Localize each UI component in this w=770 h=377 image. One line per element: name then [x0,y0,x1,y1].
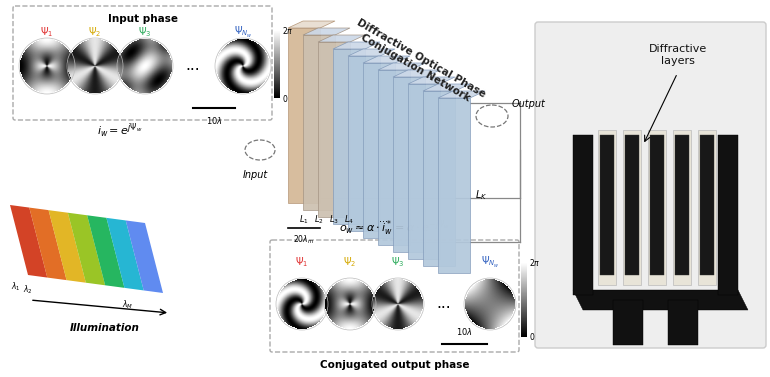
Polygon shape [423,84,470,91]
Text: Input: Input [243,170,268,180]
Polygon shape [303,35,335,210]
Polygon shape [10,205,47,277]
Polygon shape [438,98,470,273]
Polygon shape [408,84,440,259]
Text: $\Psi_3$: $\Psi_3$ [139,25,152,39]
Text: $o_w \approx \alpha \cdot i_w^* = \alpha \cdot e^{-j\Psi_w}$: $o_w \approx \alpha \cdot i_w^* = \alpha… [339,218,450,238]
Polygon shape [68,213,105,285]
Text: $L_2$: $L_2$ [314,214,324,227]
Polygon shape [106,218,144,290]
Polygon shape [49,210,86,283]
Text: $\lambda_2$: $\lambda_2$ [23,284,33,296]
Polygon shape [393,70,440,77]
Polygon shape [393,77,425,252]
Polygon shape [363,63,395,238]
Polygon shape [650,135,664,275]
Text: $20\lambda_m$: $20\lambda_m$ [293,234,314,247]
Polygon shape [126,221,163,293]
Text: $\Psi_3$: $\Psi_3$ [391,255,405,269]
Polygon shape [623,130,641,285]
Text: $L_1$: $L_1$ [299,214,309,227]
Polygon shape [698,130,716,285]
Polygon shape [303,28,350,35]
Polygon shape [423,91,455,266]
Text: Illumination: Illumination [70,323,140,333]
Text: Output: Output [512,99,546,109]
FancyBboxPatch shape [270,240,519,352]
Text: Diffractive
layers: Diffractive layers [648,44,707,66]
Polygon shape [408,77,455,84]
Polygon shape [378,70,410,245]
Polygon shape [673,130,691,285]
Text: $\lambda_1$: $\lambda_1$ [11,281,21,293]
Text: $\Psi_{N_w}$: $\Psi_{N_w}$ [233,25,253,40]
Text: $10\lambda$: $10\lambda$ [456,326,473,337]
Polygon shape [700,135,714,275]
Polygon shape [288,21,335,28]
FancyBboxPatch shape [535,22,766,348]
Polygon shape [348,56,380,231]
Polygon shape [87,215,125,288]
Text: $L_K$: $L_K$ [475,188,487,202]
Text: $L_4$: $L_4$ [344,214,354,227]
Polygon shape [600,135,614,275]
Polygon shape [613,300,643,345]
Text: $2\pi$: $2\pi$ [282,25,293,35]
Polygon shape [573,135,593,295]
Text: Conjugated output phase: Conjugated output phase [320,360,469,370]
Polygon shape [598,130,616,285]
Polygon shape [333,49,365,224]
Text: $10\lambda$: $10\lambda$ [206,115,223,126]
Text: $\lambda_M$: $\lambda_M$ [122,299,134,311]
Text: $L_3$: $L_3$ [329,214,339,227]
Text: Input phase: Input phase [108,14,178,24]
Polygon shape [378,63,425,70]
Text: $\Psi_1$: $\Psi_1$ [40,25,54,39]
Text: $\Psi_{N_w}$: $\Psi_{N_w}$ [480,254,500,270]
Polygon shape [363,56,410,63]
Polygon shape [718,135,738,295]
Polygon shape [625,135,639,275]
Polygon shape [348,49,395,56]
Polygon shape [573,290,748,310]
Polygon shape [648,130,666,285]
Polygon shape [318,42,350,217]
FancyBboxPatch shape [13,6,272,120]
Polygon shape [318,35,365,42]
Text: $\Psi_1$: $\Psi_1$ [296,255,309,269]
Polygon shape [288,28,320,203]
Text: $\Psi_2$: $\Psi_2$ [89,25,102,39]
Text: $2\pi$: $2\pi$ [529,256,541,268]
Text: $i_w = e^{j\Psi_w}$: $i_w = e^{j\Psi_w}$ [97,122,142,140]
Polygon shape [333,42,380,49]
Text: $\Psi_2$: $\Psi_2$ [343,255,357,269]
Polygon shape [29,208,66,280]
Text: ...: ... [186,58,200,74]
Text: $0$: $0$ [529,331,535,342]
Polygon shape [675,135,689,275]
Polygon shape [438,91,485,98]
Text: ...: ... [380,214,389,224]
Polygon shape [668,300,698,345]
Text: Diffractive Optical Phase
Conjugation Network: Diffractive Optical Phase Conjugation Ne… [349,17,487,109]
Text: $0$: $0$ [282,92,288,104]
Text: ...: ... [437,296,451,311]
